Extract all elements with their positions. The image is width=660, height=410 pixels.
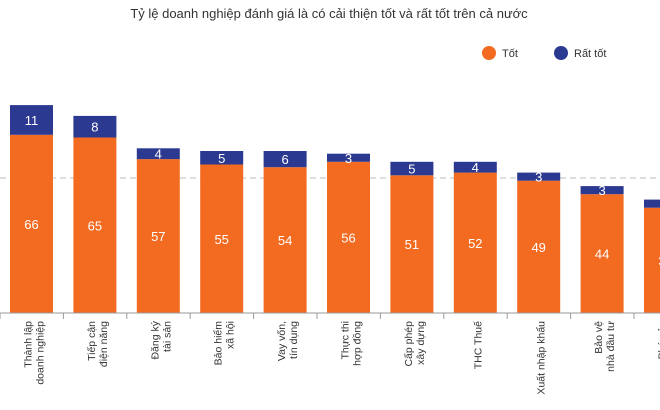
legend-swatch-1 bbox=[554, 46, 568, 60]
data-label-tot-0: 66 bbox=[24, 217, 38, 232]
x-tick-label-line: Thực thi bbox=[340, 321, 352, 360]
svg-text:THC Thuế: THC Thuế bbox=[472, 321, 484, 369]
bar-rat-tot-8 bbox=[517, 172, 561, 181]
data-label-tot-7: 52 bbox=[468, 236, 482, 251]
x-tick-label-line: Bảo vệ bbox=[593, 321, 605, 354]
x-axis: Thành lậpdoanh nghiệp Tiếp cậnđiện năng Đă… bbox=[0, 312, 660, 395]
bar-tot-6 bbox=[390, 175, 434, 313]
data-label-rat-tot-0: 11 bbox=[25, 113, 39, 128]
data-label-rat-tot-8: 3 bbox=[535, 170, 542, 185]
x-tick-label-1: Tiếp cậnđiện năng bbox=[86, 321, 110, 367]
bar-rat-tot-2 bbox=[136, 148, 180, 160]
x-tick-label-line: hợp đồng bbox=[352, 321, 364, 366]
svg-text:Bảo vệnhà đầu tư: Bảo vệnhà đầu tư bbox=[593, 321, 617, 372]
x-tick-label-line: doanh nghiệp bbox=[35, 321, 47, 385]
bar-tot-8 bbox=[517, 180, 561, 313]
bar-rat-tot-4 bbox=[263, 151, 307, 168]
x-tick-label-10: Phá sảnDN bbox=[657, 321, 660, 360]
data-label-tot-3: 55 bbox=[214, 232, 228, 247]
x-tick-label-line: Vay vốn, bbox=[276, 321, 288, 361]
svg-text:Cấp phépxây dựng: Cấp phépxây dựng bbox=[403, 321, 427, 367]
x-tick-label-line: tín dụng bbox=[288, 321, 300, 359]
bar-tot-2 bbox=[136, 159, 180, 313]
data-label-tot-8: 49 bbox=[531, 240, 545, 255]
bar-rat-tot-10 bbox=[644, 199, 660, 208]
bar-tot-3 bbox=[200, 164, 244, 313]
bar-rat-tot-3 bbox=[200, 151, 244, 165]
data-label-tot-6: 51 bbox=[405, 237, 419, 252]
svg-text:Tiếp cậnđiện năng: Tiếp cậnđiện năng bbox=[86, 321, 110, 367]
data-label-tot-9: 44 bbox=[595, 247, 609, 262]
x-tick-label-line: điện năng bbox=[98, 321, 110, 367]
x-tick-label-line: tài sản bbox=[161, 321, 173, 352]
bar-tot-7 bbox=[453, 172, 497, 313]
chart-title: Tỷ lệ doanh nghiệp đánh giá là có cải th… bbox=[130, 6, 528, 21]
svg-text:Bảo hiểmxã hội: Bảo hiểmxã hội bbox=[213, 321, 237, 366]
svg-text:Vay vốn,tín dụng: Vay vốn,tín dụng bbox=[276, 321, 300, 361]
plot-area: 6611658574555546563515524493443393 bbox=[0, 105, 660, 313]
data-label-rat-tot-2: 4 bbox=[155, 147, 162, 162]
x-tick-label-line: Thành lập bbox=[23, 321, 35, 368]
svg-text:Đăng kýtài sản: Đăng kýtài sản bbox=[149, 320, 173, 359]
data-label-tot-10: 39 bbox=[658, 253, 660, 268]
bar-tot-9 bbox=[580, 194, 624, 313]
data-label-rat-tot-4: 6 bbox=[281, 152, 288, 167]
x-tick-label-9: Bảo vệnhà đầu tư bbox=[593, 321, 617, 372]
x-tick-label-line: Tiếp cận bbox=[86, 321, 98, 361]
bar-tot-0 bbox=[10, 134, 53, 313]
x-tick-label-4: Vay vốn,tín dụng bbox=[276, 321, 300, 361]
x-tick-label-0: Thành lậpdoanh nghiệp bbox=[23, 321, 47, 385]
x-tick-label-line: xã hội bbox=[225, 321, 237, 349]
legend-swatch-0 bbox=[482, 46, 496, 60]
svg-text:Thành lậpdoanh nghiệp: Thành lậpdoanh nghiệp bbox=[23, 321, 47, 385]
bar-tot-10 bbox=[644, 207, 660, 313]
x-tick-label-3: Bảo hiểmxã hội bbox=[213, 321, 237, 366]
data-label-rat-tot-3: 5 bbox=[218, 151, 225, 166]
x-tick-label-line: nhà đầu tư bbox=[605, 321, 617, 372]
legend-label-1: Rất tốt bbox=[574, 48, 606, 60]
x-tick-label-6: Cấp phépxây dựng bbox=[403, 321, 427, 367]
bar-tot-1 bbox=[73, 137, 117, 313]
data-label-tot-1: 65 bbox=[88, 218, 102, 233]
data-label-rat-tot-5: 3 bbox=[345, 151, 352, 166]
data-label-tot-5: 56 bbox=[341, 230, 355, 245]
bar-rat-tot-9 bbox=[580, 186, 624, 195]
bar-rat-tot-6 bbox=[390, 161, 434, 176]
bar-tot-4 bbox=[263, 167, 307, 313]
data-label-tot-2: 57 bbox=[151, 229, 165, 244]
bar-rat-tot-7 bbox=[453, 161, 497, 173]
x-tick-label-line: Bảo hiểm bbox=[213, 321, 225, 366]
svg-text:Phá sảnDN: Phá sảnDN bbox=[657, 321, 660, 360]
data-label-tot-4: 54 bbox=[278, 233, 292, 248]
data-label-rat-tot-9: 3 bbox=[598, 183, 605, 198]
x-tick-label-line: Xuất nhập khẩu bbox=[536, 321, 548, 395]
x-tick-label-7: THC Thuế bbox=[472, 321, 484, 369]
x-tick-label-2: Đăng kýtài sản bbox=[149, 320, 173, 359]
x-tick-label-line: Phá sản bbox=[657, 321, 660, 360]
svg-text:Xuất nhập khẩu: Xuất nhập khẩu bbox=[536, 321, 548, 395]
bar-tot-5 bbox=[327, 161, 370, 313]
data-label-rat-tot-7: 4 bbox=[472, 160, 479, 175]
bar-rat-tot-1 bbox=[73, 115, 117, 138]
legend: Tốt Rất tốt bbox=[482, 46, 606, 60]
data-label-rat-tot-1: 8 bbox=[91, 120, 98, 135]
bar-rat-tot-5 bbox=[327, 153, 370, 162]
x-tick-label-line: THC Thuế bbox=[472, 321, 484, 369]
data-label-rat-tot-6: 5 bbox=[408, 162, 415, 177]
bar-rat-tot-0 bbox=[10, 105, 53, 135]
x-tick-label-line: Đăng ký bbox=[149, 320, 161, 359]
x-tick-label-8: Xuất nhập khẩu bbox=[536, 321, 548, 395]
x-tick-label-line: Cấp phép bbox=[403, 321, 415, 367]
x-tick-label-5: Thực thihợp đồng bbox=[340, 321, 364, 366]
legend-label-0: Tốt bbox=[502, 48, 518, 60]
x-tick-label-line: xây dựng bbox=[415, 321, 427, 365]
svg-text:Thực thihợp đồng: Thực thihợp đồng bbox=[340, 321, 364, 366]
